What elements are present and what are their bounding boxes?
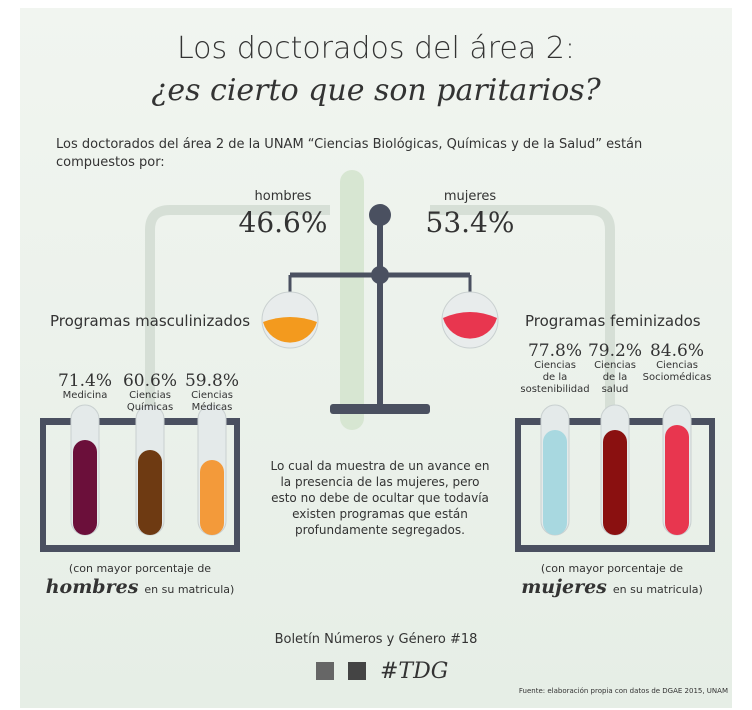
rack <box>709 418 715 552</box>
tube-bg <box>340 170 364 430</box>
center-text: la presencia de las mujeres, pero <box>280 475 479 489</box>
flask-liquid <box>263 317 317 343</box>
program-label: sostenibilidad <box>520 384 589 395</box>
rack <box>515 545 715 552</box>
hashtag: #TDG <box>380 659 448 684</box>
tube-liquid <box>200 460 224 535</box>
intro: Los doctorados del área 2 de la UNAM “Ci… <box>56 137 642 152</box>
tube-liquid <box>73 440 97 535</box>
note: (con mayor porcentaje de <box>69 562 211 575</box>
percent: 71.4% <box>58 371 112 391</box>
subtitle: ¿es cierto que son paritarios? <box>151 73 601 108</box>
program-label: Ciencias <box>191 390 233 401</box>
rack <box>515 418 521 552</box>
men-label: hombres <box>255 189 312 204</box>
program-label: Ciencias <box>534 360 576 371</box>
center-text: Lo cual da muestra de un avance en <box>271 459 490 473</box>
note: hombres en su matricula) <box>46 576 235 598</box>
note-text: en su matricula) <box>144 583 234 596</box>
percent: 84.6% <box>650 341 704 361</box>
men-value: 46.6% <box>239 206 328 239</box>
pivot <box>369 204 391 226</box>
heading: Programas feminizados <box>525 312 701 330</box>
tube-liquid <box>665 425 689 535</box>
bulletin: Boletín Números y Género #18 <box>275 632 478 647</box>
percent: 59.8% <box>185 371 239 391</box>
rack <box>40 545 240 552</box>
note: (con mayor porcentaje de <box>541 562 683 575</box>
percent: 60.6% <box>123 371 177 391</box>
heading: Programas masculinizados <box>50 312 250 330</box>
tube-liquid <box>138 450 162 535</box>
note: mujeres en su matricula) <box>521 576 703 598</box>
logo <box>316 662 334 680</box>
scale-base <box>330 404 430 414</box>
women-value: 53.4% <box>426 206 515 239</box>
program-label: Ciencias <box>656 360 698 371</box>
program-label: Médicas <box>192 401 233 413</box>
program-label: salud <box>602 384 629 395</box>
logo <box>348 662 366 680</box>
rack <box>40 418 46 552</box>
pivot <box>371 266 389 284</box>
intro: compuestos por: <box>56 155 165 170</box>
tube-liquid <box>543 430 567 535</box>
center-text: existen programas que están <box>292 507 468 521</box>
program-label: de la <box>543 372 568 383</box>
note-text: en su matricula) <box>613 583 703 596</box>
title: Los doctorados del área 2: <box>177 31 575 66</box>
program-label: de la <box>603 372 628 383</box>
note-emphasis: mujeres <box>521 576 607 598</box>
women-label: mujeres <box>444 189 497 204</box>
program-label: Químicas <box>127 401 173 413</box>
program-label: Ciencias <box>129 390 171 401</box>
program-label: Ciencias <box>594 360 636 371</box>
percent: 79.2% <box>588 341 642 361</box>
percent: 77.8% <box>528 341 582 361</box>
source: Fuente: elaboración propia con datos de … <box>519 687 728 695</box>
tube-liquid <box>603 430 627 535</box>
rack <box>234 418 240 552</box>
flask-liquid <box>443 312 497 339</box>
program-label: Medicina <box>63 390 108 401</box>
center-text: profundamente segregados. <box>295 523 465 537</box>
center-text: esto no debe de ocultar que todavía <box>271 491 489 505</box>
program-label: Sociomédicas <box>643 371 712 383</box>
note-emphasis: hombres <box>46 576 139 598</box>
pipe <box>145 205 615 420</box>
